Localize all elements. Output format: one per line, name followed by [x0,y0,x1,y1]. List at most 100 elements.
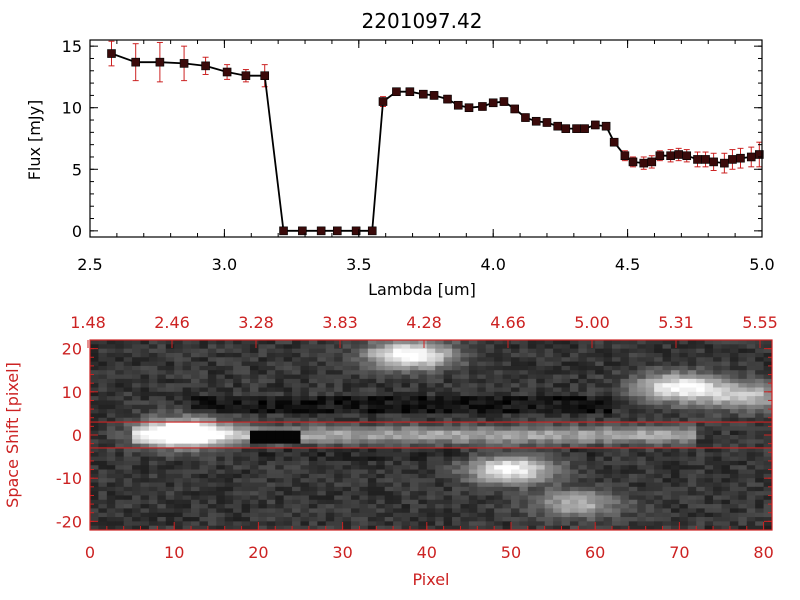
image-pixel [763,396,773,401]
image-pixel [224,521,234,527]
image-pixel [679,469,689,475]
image-pixel [553,340,562,345]
image-pixel [418,504,428,509]
image-pixel [98,478,108,483]
image-pixel [266,486,276,492]
image-pixel [755,512,764,518]
image-pixel [384,378,394,384]
image-pixel [106,357,116,362]
image-pixel [292,491,301,496]
image-pixel [502,504,512,509]
image-pixel [115,521,125,527]
image-pixel [342,473,352,479]
image-pixel [334,344,343,350]
image-pixel [485,413,495,419]
image-pixel [654,417,663,423]
image-pixel [106,374,116,380]
image-pixel [98,383,108,388]
image-pixel [426,430,436,436]
image-pixel [233,370,242,375]
image-pixel [249,361,259,367]
image-pixel [687,357,697,362]
image-pixel [696,452,706,457]
image-pixel [763,340,773,345]
image-pixel [283,439,293,445]
image-pixel [325,357,335,362]
image-pixel [637,504,647,509]
image-pixel [435,361,445,367]
image-pixel [713,365,722,371]
image-pixel [729,344,739,350]
wavelength-tick-label: 5.31 [658,313,694,332]
image-pixel [443,508,453,514]
image-pixel [729,361,739,367]
image-pixel [620,465,630,470]
image-pixel [654,465,663,470]
image-pixel [283,409,293,414]
image-pixel [603,387,613,393]
image-pixel [98,361,108,367]
image-pixel [553,404,562,410]
image-pixel [300,422,310,427]
image-pixel [704,512,714,518]
image-pixel [755,495,764,501]
image-pixel [586,340,596,345]
image-pixel [283,478,293,483]
image-pixel [612,396,621,401]
image-pixel [157,344,167,350]
image-pixel [98,465,108,470]
image-pixel [249,482,259,488]
image-pixel [418,486,428,492]
image-pixel [485,491,495,496]
image-pixel [140,426,150,432]
image-pixel [317,525,327,531]
image-pixel [704,374,714,380]
image-pixel [292,525,301,531]
image-pixel [148,486,158,492]
image-pixel [763,374,773,380]
image-pixel [502,452,512,457]
image-pixel [637,400,647,406]
image-pixel [452,469,461,475]
image-pixel [746,357,756,362]
image-pixel [763,404,773,410]
image-pixel [553,517,562,522]
image-pixel [325,447,335,453]
image-pixel [283,365,293,371]
image-pixel [637,340,647,345]
image-pixel [418,383,428,388]
image-pixel [106,365,116,371]
image-pixel [452,426,461,432]
image-pixel [275,473,285,479]
image-pixel [510,435,520,440]
image-pixel [645,387,655,393]
image-pixel [687,517,697,522]
image-pixel [485,365,495,371]
image-pixel [106,400,116,406]
image-pixel [191,357,200,362]
image-pixel [224,517,234,522]
image-pixel [561,452,571,457]
image-pixel [713,340,722,345]
image-pixel [544,525,554,531]
image-pixel [477,460,487,466]
image-pixel [216,452,226,457]
image-pixel [755,417,764,423]
image-pixel [494,452,503,457]
image-pixel [157,469,167,475]
image-pixel [334,383,343,388]
image-pixel [401,361,411,367]
image-pixel [637,361,647,367]
image-pixel [746,365,756,371]
image-pixel [182,357,192,362]
image-pixel [527,452,537,457]
image-pixel [553,443,562,449]
image-pixel [300,443,310,449]
image-pixel [224,443,234,449]
image-pixel [418,348,428,354]
image-pixel [123,361,133,367]
image-pixel [207,491,217,496]
image-pixel [106,525,116,531]
image-pixel [191,409,200,414]
image-pixel [603,508,613,514]
